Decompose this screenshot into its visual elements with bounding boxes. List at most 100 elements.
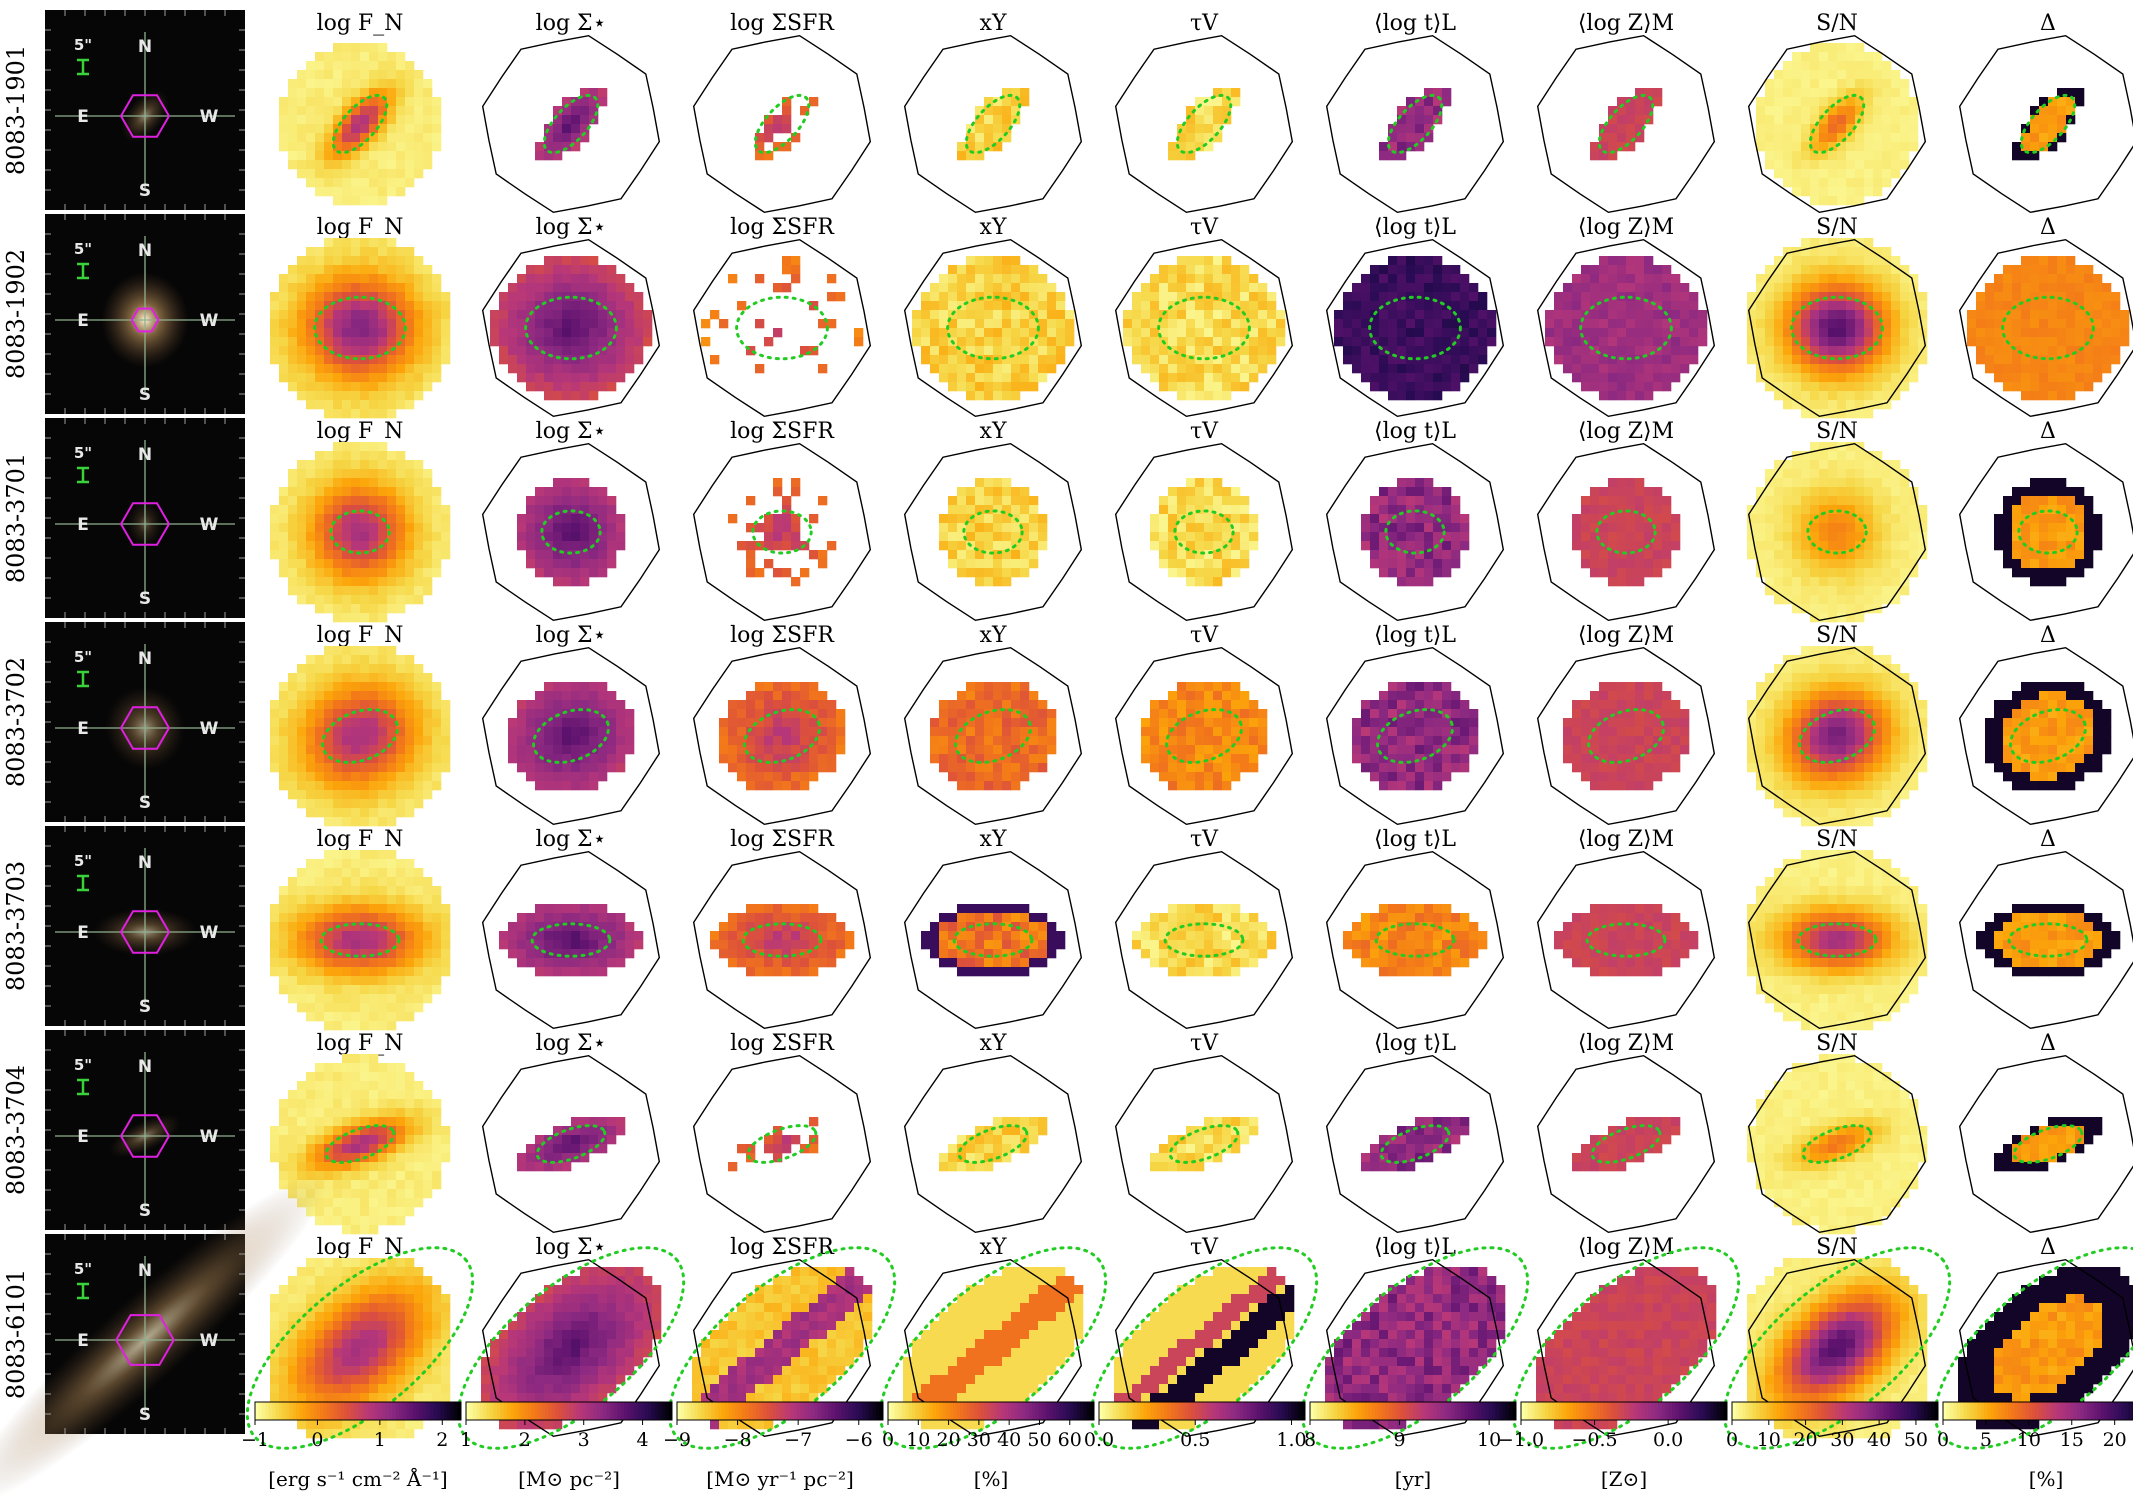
map-pixel	[1002, 364, 1012, 374]
map-pixel	[1424, 256, 1434, 266]
map-pixel	[297, 691, 307, 701]
map-pixel	[984, 541, 994, 551]
map-pixel	[1882, 568, 1892, 578]
map-pixel	[1900, 337, 1910, 347]
map-pixel	[1599, 328, 1609, 338]
map-pixel	[333, 187, 343, 197]
map-pixel	[387, 451, 397, 461]
map-pixel	[1240, 505, 1250, 515]
map-pixel	[1554, 292, 1564, 302]
map-pixel	[1361, 310, 1371, 320]
map-pixel	[1222, 391, 1232, 401]
map-pixel	[306, 469, 316, 479]
map-pixel	[1379, 142, 1389, 152]
map-pixel	[387, 88, 397, 98]
map-pixel	[975, 310, 985, 320]
map-pixel	[2039, 496, 2049, 506]
map-pixel	[2048, 97, 2058, 107]
map-pixel	[360, 655, 370, 665]
panel-title: xY	[980, 419, 1007, 444]
map-pixel	[315, 550, 325, 560]
map-pixel	[1240, 346, 1250, 356]
map-pixel	[1819, 238, 1829, 248]
map-pixel	[1433, 568, 1443, 578]
map-pixel	[315, 595, 325, 605]
map-pixel	[1765, 97, 1775, 107]
map-pixel	[553, 577, 563, 587]
map-pixel	[1891, 88, 1901, 98]
map-pixel	[387, 808, 397, 818]
map-pixel	[1801, 160, 1811, 170]
map-pixel	[930, 364, 940, 374]
map-pixel	[1864, 391, 1874, 401]
map-pixel	[378, 382, 388, 392]
map-pixel	[378, 586, 388, 596]
map-pixel	[405, 460, 415, 470]
map-pixel	[1810, 160, 1820, 170]
map-pixel	[1810, 319, 1820, 329]
map-pixel	[2075, 310, 2085, 320]
map-pixel	[297, 337, 307, 347]
map-pixel	[351, 274, 361, 284]
map-pixel	[2102, 355, 2112, 365]
map-pixel	[1810, 70, 1820, 80]
map-pixel	[1846, 256, 1856, 266]
map-pixel	[2039, 97, 2049, 107]
map-pixel	[1801, 460, 1811, 470]
map-pixel	[306, 142, 316, 152]
map-pixel	[1644, 364, 1654, 374]
map-pixel	[342, 655, 352, 665]
map-pixel	[297, 532, 307, 542]
map-pixel	[1258, 301, 1268, 311]
map-pixel	[1765, 88, 1775, 98]
map-pixel	[1213, 124, 1223, 134]
map-pixel	[562, 319, 572, 329]
map-pixel	[1002, 346, 1012, 356]
map-pixel	[1653, 568, 1663, 578]
map-pixel	[2039, 532, 2049, 542]
map-pixel	[1801, 265, 1811, 275]
map-pixel	[2048, 478, 2058, 488]
map-pixel	[782, 727, 792, 737]
map-pixel	[975, 115, 985, 125]
map-pixel	[1581, 382, 1591, 392]
map-pixel	[1168, 550, 1178, 560]
map-pixel	[1581, 559, 1591, 569]
map-pixel	[1828, 61, 1838, 71]
map-pixel	[1635, 577, 1645, 587]
map-pixel	[1343, 301, 1353, 311]
map-pixel	[405, 61, 415, 71]
map-pixel	[1451, 274, 1461, 284]
map-pixel	[571, 274, 581, 284]
map-pixel	[1150, 523, 1160, 533]
map-pixel	[360, 70, 370, 80]
map-pixel	[396, 781, 406, 791]
map-pixel	[306, 577, 316, 587]
map-pixel	[333, 691, 343, 701]
map-pixel	[1873, 106, 1883, 116]
map-pixel	[1653, 496, 1663, 506]
map-pixel	[1011, 523, 1021, 533]
map-pixel	[607, 505, 617, 515]
map-pixel	[1581, 373, 1591, 383]
map-pixel	[1774, 337, 1784, 347]
effective-radius-ellipse	[2001, 295, 2095, 361]
map-pixel	[1891, 382, 1901, 392]
effective-radius-ellipse	[735, 295, 829, 361]
map-pixel	[1837, 187, 1847, 197]
map-pixel	[387, 505, 397, 515]
map-pixel	[396, 61, 406, 71]
map-pixel	[1388, 337, 1398, 347]
effective-radius-ellipse	[1579, 295, 1673, 361]
map-pixel	[553, 718, 563, 728]
map-pixel	[306, 568, 316, 578]
map-pixel	[306, 799, 316, 809]
map-pixel	[387, 754, 397, 764]
map-pixel	[571, 505, 581, 515]
map-pixel	[966, 355, 976, 365]
map-pixel	[809, 514, 819, 524]
map-pixel	[2066, 550, 2076, 560]
map-pixel	[1671, 346, 1681, 356]
map-pixel	[607, 328, 617, 338]
map-pixel	[1855, 586, 1865, 596]
